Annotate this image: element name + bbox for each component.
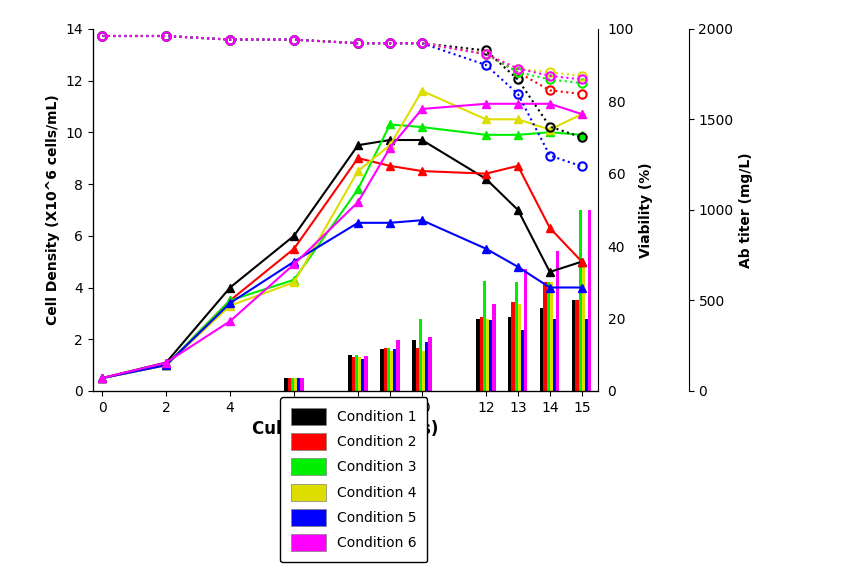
Y-axis label: Ab titer (mg/L): Ab titer (mg/L): [739, 152, 753, 268]
Bar: [418, 319, 422, 391]
Bar: [557, 251, 559, 391]
Bar: [290, 378, 294, 391]
Bar: [390, 351, 393, 391]
Bar: [294, 378, 297, 391]
Legend: Condition 1, Condition 2, Condition 3, Condition 4, Condition 5, Condition 6: Condition 1, Condition 2, Condition 3, C…: [280, 397, 428, 562]
Bar: [352, 358, 354, 391]
Bar: [422, 351, 425, 391]
Bar: [521, 330, 525, 391]
Bar: [553, 319, 557, 391]
Bar: [354, 355, 358, 391]
Bar: [493, 304, 495, 391]
Bar: [546, 282, 550, 391]
Bar: [288, 378, 290, 391]
Bar: [518, 304, 521, 391]
Bar: [425, 342, 429, 391]
Bar: [386, 347, 390, 391]
Bar: [397, 340, 400, 391]
Bar: [589, 210, 591, 391]
Bar: [486, 320, 489, 391]
Bar: [511, 302, 514, 391]
Bar: [573, 300, 575, 391]
Bar: [301, 378, 304, 391]
Bar: [543, 282, 546, 391]
Bar: [489, 320, 493, 391]
Bar: [582, 264, 585, 391]
Bar: [575, 300, 578, 391]
Bar: [358, 358, 361, 391]
Bar: [429, 336, 432, 391]
X-axis label: Culture Time (Days): Culture Time (Days): [252, 420, 439, 438]
Bar: [297, 378, 301, 391]
Bar: [514, 282, 518, 391]
Bar: [361, 359, 365, 391]
Bar: [381, 350, 384, 391]
Bar: [479, 317, 482, 391]
Bar: [585, 319, 589, 391]
Bar: [550, 282, 553, 391]
Bar: [416, 347, 418, 391]
Bar: [541, 308, 543, 391]
Bar: [365, 356, 368, 391]
Bar: [509, 317, 511, 391]
Bar: [482, 281, 486, 391]
Bar: [477, 319, 479, 391]
Bar: [285, 378, 288, 391]
Y-axis label: Cell Density (X10^6 cells/mL): Cell Density (X10^6 cells/mL): [45, 94, 60, 325]
Bar: [393, 350, 397, 391]
Bar: [578, 210, 582, 391]
Bar: [349, 355, 352, 391]
Y-axis label: Viability (%): Viability (%): [639, 162, 653, 258]
Bar: [384, 348, 386, 391]
Bar: [413, 340, 416, 391]
Bar: [525, 269, 527, 391]
